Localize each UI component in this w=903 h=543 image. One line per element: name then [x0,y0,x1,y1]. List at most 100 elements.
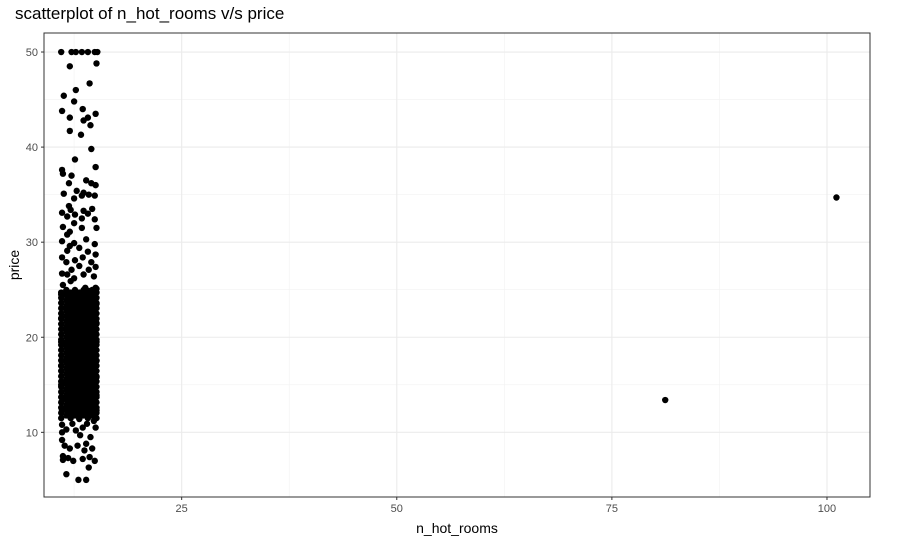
data-point [93,352,100,359]
data-point [76,431,84,439]
data-point [72,86,80,94]
data-point [66,114,74,121]
data-point [82,440,90,447]
data-point [64,247,71,254]
data-point [91,216,98,223]
data-point [58,310,65,317]
data-point [93,367,100,375]
data-point [93,388,100,396]
data-point [90,273,98,280]
x-tick-label: 75 [606,503,618,515]
data-point [88,445,96,452]
data-point [58,378,65,385]
data-point [58,414,65,422]
data-point [93,315,100,322]
data-point [73,187,80,195]
data-point [67,206,74,214]
data-point [58,383,65,390]
data-point [58,399,65,406]
data-point [93,320,100,328]
data-point [58,107,66,115]
data-point [93,378,100,385]
data-point [69,420,76,427]
y-tick-label: 10 [26,427,38,439]
data-point [92,424,99,431]
data-point [59,456,67,464]
data-point [58,404,65,411]
data-point [64,231,71,238]
data-point [58,209,66,216]
data-point [71,257,79,264]
data-point [68,266,75,273]
data-point [58,341,65,349]
data-point [58,315,65,322]
data-point [58,48,65,56]
data-point [58,409,65,417]
data-point [72,48,80,56]
data-point [78,224,86,232]
data-point [82,236,90,243]
data-point [58,289,65,296]
data-point [58,357,65,364]
data-point [71,211,79,218]
data-point [80,117,87,124]
data-point [78,48,86,56]
data-point [71,156,79,163]
data-point [64,213,71,220]
data-point [79,455,86,463]
y-tick-label: 40 [26,142,38,154]
chart-title: scatterplot of n_hot_rooms v/s price [15,4,285,23]
data-point [93,362,100,369]
data-point [66,242,74,250]
data-point [81,447,88,454]
data-point [74,442,81,449]
x-tick-label: 50 [391,503,403,515]
data-point [80,271,87,278]
data-point [59,223,67,231]
data-point [93,373,100,380]
data-point [58,336,65,343]
data-point [66,63,74,70]
data-point [92,251,99,258]
grid-lines [44,33,870,497]
data-point [93,325,100,333]
data-point [86,80,93,87]
data-point [91,240,98,248]
data-point [58,393,65,401]
data-point [93,341,100,349]
data-point [77,131,85,138]
data-point [93,383,100,390]
data-point [87,433,94,441]
data-point [63,470,70,478]
data-point [93,336,100,343]
data-point [60,190,67,197]
data-point [93,346,100,354]
data-point [58,388,65,396]
panel-border [43,32,871,498]
data-point [66,127,74,135]
x-tick-label: 25 [176,503,188,515]
data-point [58,320,65,328]
data-point [85,464,92,471]
data-point [93,60,100,67]
data-point [93,310,100,317]
data-point [59,281,67,289]
data-point [93,404,100,411]
data-point [76,244,83,252]
data-point [92,110,99,118]
data-point [93,305,100,312]
y-tick-label: 20 [26,332,38,344]
y-axis-title: price [6,250,22,281]
data-points [58,48,840,484]
data-point [88,205,96,213]
data-point [72,427,80,434]
data-point [86,453,93,461]
data-point [93,299,100,307]
data-point [82,476,90,484]
data-point [63,426,70,433]
data-point [85,191,92,198]
data-point [94,48,101,56]
data-point [75,476,82,484]
data-point [58,331,65,338]
